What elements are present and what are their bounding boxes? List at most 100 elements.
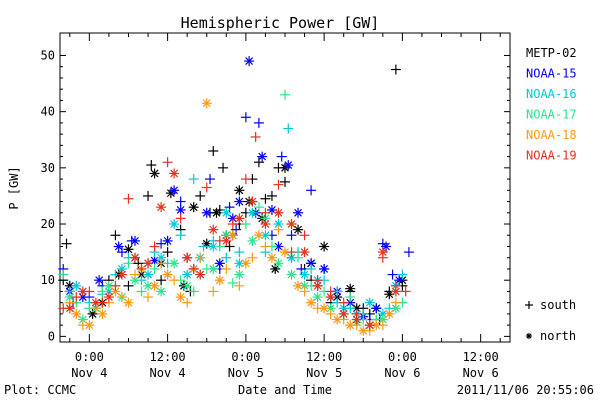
data-point-south	[338, 297, 349, 308]
data-point-south	[123, 280, 134, 291]
data-point-north	[162, 235, 173, 246]
data-point-north	[182, 280, 193, 291]
data-point-north	[244, 56, 255, 67]
data-point-south	[175, 196, 186, 207]
data-point-south	[234, 280, 245, 291]
data-point-south	[231, 224, 242, 235]
data-point-north	[94, 275, 105, 286]
data-point-north	[345, 283, 356, 294]
data-point-north	[188, 202, 199, 213]
data-point-south	[345, 292, 356, 303]
data-point-south	[299, 230, 310, 241]
data-point-north	[240, 258, 251, 269]
data-point-south	[182, 297, 193, 308]
data-point-north	[325, 292, 336, 303]
data-point-north	[130, 235, 140, 246]
y-tick-label: 30	[41, 161, 55, 175]
data-point-north	[283, 160, 294, 171]
data-point-north	[71, 308, 82, 319]
data-point-north	[182, 252, 193, 263]
data-point-south	[390, 297, 401, 308]
data-point-south	[273, 179, 284, 190]
data-point-north	[377, 247, 388, 258]
plot-credit: Plot: CCMC	[4, 383, 76, 397]
data-point-north	[293, 280, 304, 291]
data-point-north	[358, 325, 369, 336]
data-point-north	[234, 185, 245, 196]
data-point-south	[133, 258, 144, 269]
data-point-south	[130, 269, 140, 280]
data-point-south	[110, 230, 121, 241]
data-point-north	[306, 297, 317, 308]
data-point-south	[296, 263, 307, 274]
x-tick-label-time: 0:00	[75, 350, 104, 364]
data-point-north	[247, 235, 258, 246]
data-point-south	[403, 247, 414, 258]
data-point-north	[123, 297, 134, 308]
data-point-north	[116, 269, 127, 280]
data-point-north	[394, 275, 405, 286]
data-point-north	[149, 280, 160, 291]
data-point-south	[234, 247, 245, 258]
data-point-north	[103, 292, 114, 303]
data-point-north	[211, 207, 222, 218]
data-point-south	[260, 241, 271, 252]
data-point-south	[116, 247, 127, 258]
data-point-north	[149, 168, 160, 179]
data-point-south	[169, 275, 180, 286]
data-point-south	[299, 286, 310, 297]
data-point-south	[156, 275, 167, 286]
legend-marker-label-south: south	[540, 298, 576, 312]
data-point-north	[299, 269, 310, 280]
legend-entry-noaa-17: NOAA-17	[526, 108, 577, 122]
data-point-south	[253, 117, 264, 128]
x-tick-label-date: Nov 5	[228, 366, 264, 380]
data-point-south	[240, 112, 251, 123]
data-point-north	[234, 269, 245, 280]
data-point-south	[293, 252, 304, 263]
data-point-north	[214, 258, 225, 269]
data-point-south	[136, 286, 147, 297]
data-point-north	[201, 98, 212, 109]
legend-marker-label-north: north	[540, 329, 576, 343]
data-point-north	[247, 207, 258, 218]
data-point-north	[182, 269, 193, 280]
data-point-south	[390, 64, 401, 75]
data-point-north	[390, 286, 401, 297]
data-point-south	[71, 292, 82, 303]
data-point-north	[319, 303, 330, 314]
data-point-south	[97, 286, 108, 297]
data-point-north	[312, 280, 323, 291]
data-point-south	[286, 230, 297, 241]
data-point-north	[273, 207, 284, 218]
data-point-north	[293, 207, 304, 218]
data-point-south	[227, 219, 238, 230]
data-point-north	[247, 196, 258, 207]
data-point-north	[195, 269, 206, 280]
data-point-south	[195, 190, 206, 201]
data-point-south	[208, 145, 219, 156]
data-point-south	[276, 151, 287, 162]
data-point-south	[188, 286, 199, 297]
data-point-north	[143, 280, 154, 291]
data-point-north	[319, 241, 330, 252]
data-point-north	[384, 308, 395, 319]
data-point-north	[257, 151, 268, 162]
legend-entry-metp-02: METP-02	[526, 46, 577, 60]
data-point-north	[169, 258, 180, 269]
data-point-south	[221, 252, 232, 263]
data-point-south	[61, 238, 72, 249]
data-point-north	[221, 207, 232, 218]
data-point-north	[175, 292, 186, 303]
data-point-south	[280, 89, 290, 100]
data-point-north	[169, 168, 180, 179]
legend-entry-noaa-15: NOAA-15	[526, 67, 577, 81]
data-point-north	[293, 224, 304, 235]
x-tick-label-date: Nov 4	[150, 366, 186, 380]
data-point-south	[286, 247, 297, 258]
data-point-north	[84, 320, 95, 331]
y-tick-label: 50	[41, 48, 55, 62]
data-point-south	[325, 308, 336, 319]
data-point-south	[162, 157, 173, 168]
data-point-north	[156, 252, 167, 263]
